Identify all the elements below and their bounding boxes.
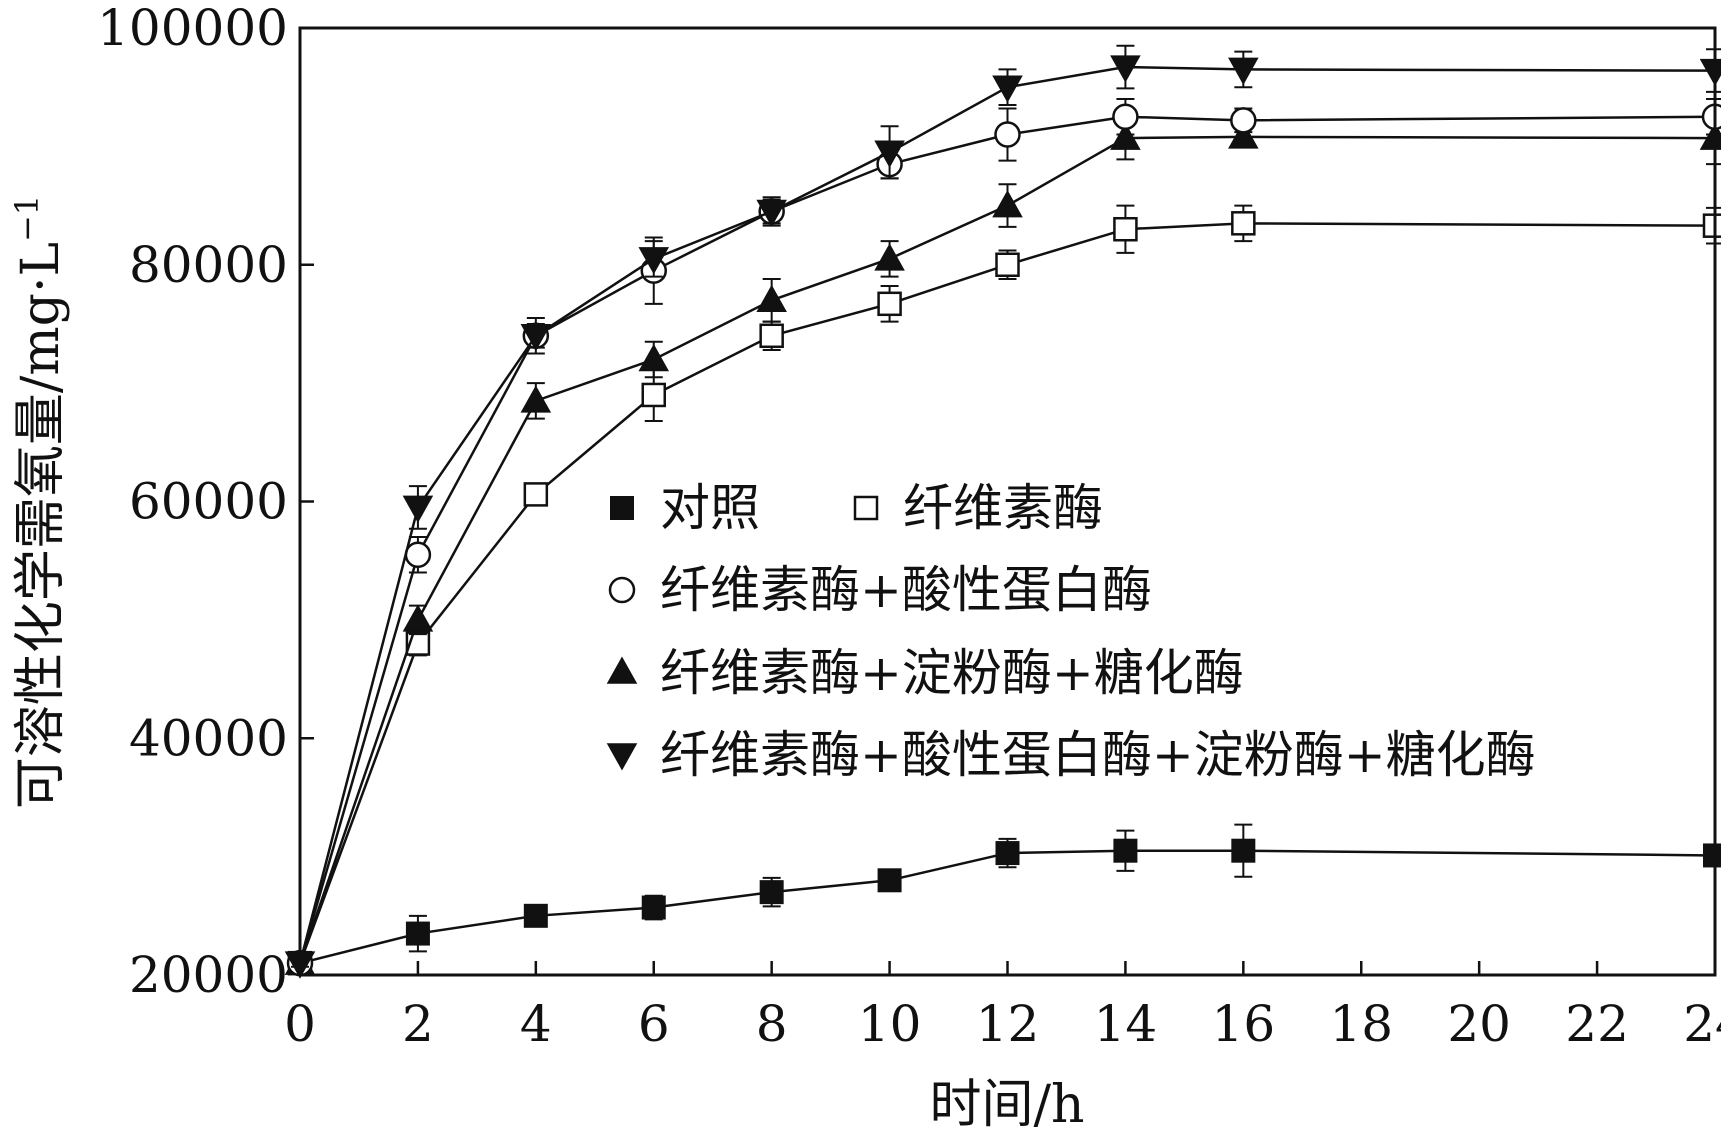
- series-5: [284, 44, 1721, 979]
- data-point: [641, 382, 666, 408]
- x-tick-label: 14: [1094, 995, 1158, 1053]
- data-point: [995, 252, 1020, 277]
- series-line: [298, 115, 1716, 964]
- y-tick-label: 80000: [129, 236, 288, 294]
- data-point: [874, 140, 905, 168]
- x-tick-label: 6: [638, 995, 670, 1053]
- x-axis-label: 时间/h: [929, 1075, 1084, 1130]
- y-tick-label: 60000: [129, 473, 288, 531]
- x-tick-label: 4: [520, 995, 552, 1053]
- data-point: [877, 868, 902, 893]
- data-point: [756, 199, 787, 228]
- data-point: [759, 323, 784, 349]
- series-line: [298, 65, 1716, 964]
- legend-marker-filled-triangle-down: [606, 743, 638, 771]
- data-point: [756, 284, 787, 313]
- x-tick-label: 10: [858, 995, 922, 1053]
- legend-label-control: 对照: [660, 479, 760, 537]
- data-point: [1228, 121, 1259, 149]
- data-point: [641, 895, 666, 920]
- data-point: [1228, 57, 1259, 85]
- data-point: [638, 343, 670, 372]
- data-point: [874, 243, 905, 271]
- legend-item-control: 对照: [610, 479, 760, 537]
- y-axis-label-main: 可溶性化学需氧量/mg·L: [11, 242, 71, 809]
- x-tick-label: 18: [1329, 995, 1393, 1053]
- data-point: [1112, 103, 1139, 131]
- y-axis-label-superscript: −1: [8, 195, 46, 242]
- data-point: [523, 903, 548, 928]
- x-tick-label: 12: [976, 995, 1040, 1053]
- data-point: [520, 385, 552, 413]
- data-point: [638, 247, 670, 275]
- x-tick-label: 8: [756, 995, 788, 1053]
- series-line: [298, 222, 1716, 964]
- data-point: [405, 921, 430, 946]
- data-point: [404, 541, 432, 569]
- x-tick-label: 24: [1683, 995, 1721, 1053]
- data-point: [1703, 843, 1721, 868]
- data-point: [992, 75, 1023, 103]
- data-point: [994, 121, 1021, 148]
- series-line: [298, 135, 1716, 964]
- legend-label-cellulase-amylase-glucoamylase: 纤维素酶+淀粉酶+糖化酶: [660, 644, 1244, 702]
- legend-item-cellulase-amylase-glucoamylase: 纤维素酶+淀粉酶+糖化酶: [606, 644, 1244, 702]
- legend-marker-open-circle: [608, 576, 636, 604]
- data-point: [1230, 107, 1257, 134]
- legend-marker-shape: [853, 495, 879, 521]
- legend-label-all-enzymes: 纤维素酶+酸性蛋白酶+淀粉酶+糖化酶: [660, 726, 1536, 784]
- data-point: [995, 841, 1020, 866]
- legend-marker-filled-square: [610, 496, 634, 520]
- y-tick-label: 40000: [129, 709, 288, 767]
- legend: 对照 纤维素酶 纤维素酶+酸性蛋白酶 纤维素酶+淀粉酶+糖化酶 纤维素酶+酸性蛋…: [606, 479, 1536, 784]
- legend-marker-shape: [606, 656, 638, 684]
- legend-marker-shape: [610, 496, 634, 520]
- data-point: [1110, 122, 1141, 150]
- legend-label-cellulase-protease: 纤维素酶+酸性蛋白酶: [660, 561, 1152, 619]
- legend-item-all-enzymes: 纤维素酶+酸性蛋白酶+淀粉酶+糖化酶: [606, 726, 1536, 784]
- legend-label-cellulase: 纤维素酶: [903, 479, 1103, 537]
- series-3: [286, 98, 1721, 977]
- data-point: [402, 495, 434, 523]
- legend-item-cellulase-protease: 纤维素酶+酸性蛋白酶: [608, 561, 1152, 619]
- series-layer: [284, 44, 1721, 979]
- data-point: [1110, 55, 1141, 83]
- x-tick-label: 0: [284, 995, 316, 1053]
- data-point: [1231, 211, 1256, 236]
- x-tick-label: 2: [402, 995, 434, 1053]
- data-point: [992, 190, 1023, 218]
- legend-marker-open-square: [853, 495, 879, 521]
- data-point: [759, 880, 784, 905]
- series-line: [299, 849, 1716, 965]
- y-tick-label: 100000: [97, 0, 288, 57]
- y-tick-label: 20000: [129, 946, 288, 1004]
- data-point: [523, 482, 549, 507]
- data-point: [877, 291, 902, 317]
- data-point: [1231, 838, 1256, 863]
- legend-marker-shape: [606, 743, 638, 771]
- ticks-layer: 0246810121416182022242000040000600008000…: [97, 0, 1721, 1053]
- legend-marker-shape: [608, 576, 636, 604]
- x-tick-label: 22: [1565, 995, 1629, 1053]
- x-tick-label: 16: [1212, 995, 1276, 1053]
- series-1: [288, 823, 1721, 976]
- legend-item-cellulase: 纤维素酶: [853, 479, 1103, 537]
- data-point: [402, 604, 434, 632]
- data-point: [1113, 216, 1138, 242]
- data-point: [1701, 103, 1721, 131]
- data-point: [520, 324, 552, 352]
- data-point: [1113, 838, 1138, 863]
- x-tick-label: 20: [1447, 995, 1511, 1053]
- data-point: [1702, 213, 1721, 238]
- y-axis-label: 可溶性化学需氧量/mg·L−1: [8, 195, 71, 809]
- legend-marker-filled-triangle-up: [606, 656, 638, 684]
- series-4: [284, 111, 1721, 975]
